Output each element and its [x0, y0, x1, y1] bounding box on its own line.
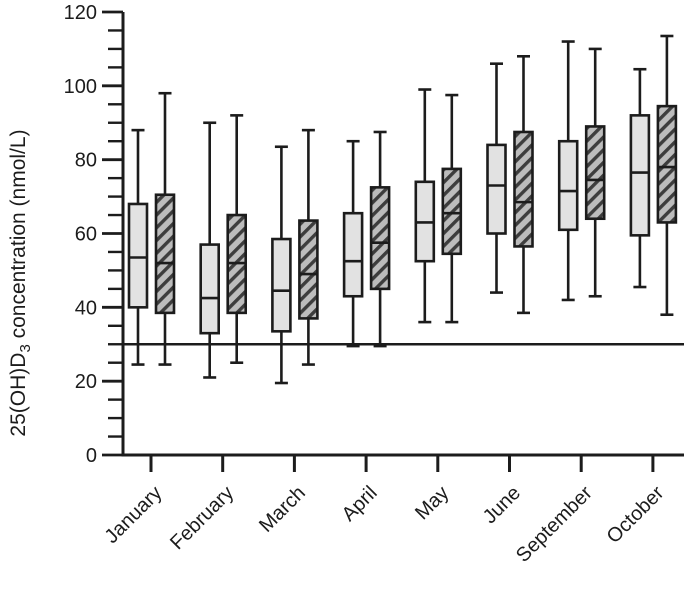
x-tick-label-october: October: [603, 482, 669, 548]
y-axis-title-prefix: 25(OH)D: [7, 353, 30, 437]
y-axis-title-subscript: 3: [17, 344, 34, 352]
iqr-box: [486, 143, 507, 235]
boxplot-february-hatched: [226, 114, 247, 365]
y-tick-label-40: 40: [75, 297, 97, 319]
boxplot-april-light: [342, 139, 364, 348]
y-axis-title: 25(OH)D3 concentration (nmol/L): [7, 129, 34, 436]
y-axis-title-suffix: concentration (nmol/L): [7, 129, 30, 344]
x-tick-label-march: March: [255, 482, 310, 537]
iqr-box: [557, 139, 579, 232]
boxplot-march-light: [271, 145, 292, 385]
x-tick-label-april: April: [338, 482, 382, 526]
boxplot-june-light: [486, 62, 507, 294]
plot-area: 0 20 40 60 80 100 120 January February March April…: [64, 2, 684, 567]
iqr-box: [298, 219, 319, 320]
iqr-box: [127, 202, 149, 309]
x-tick-label-may: May: [411, 482, 453, 524]
boxplot-april-hatched: [369, 130, 391, 348]
iqr-box: [513, 130, 534, 248]
x-tick-label-february: February: [166, 482, 238, 554]
y-tick-label-100: 100: [64, 76, 97, 98]
x-tick-label-january: January: [101, 482, 167, 548]
boxplot-february-light: [199, 121, 220, 379]
iqr-box: [199, 243, 220, 335]
iqr-box: [369, 186, 391, 291]
x-tick-label-june: June: [479, 482, 525, 528]
boxplot-october-hatched: [656, 34, 678, 317]
y-tick-label-0: 0: [86, 445, 97, 467]
iqr-box: [441, 167, 463, 256]
boxplot-january-light: [127, 128, 149, 366]
iqr-box: [271, 237, 292, 333]
boxplot-june-hatched: [513, 54, 534, 315]
iqr-box: [154, 193, 176, 315]
iqr-box: [584, 125, 606, 221]
boxplot-may-hatched: [441, 93, 463, 324]
y-tick-label-120: 120: [64, 2, 97, 24]
x-tick-label-september: September: [512, 482, 597, 567]
iqr-box: [656, 104, 678, 224]
y-tick-label-60: 60: [75, 224, 97, 246]
boxplot-september-light: [557, 40, 579, 302]
boxplot-october-light: [629, 67, 651, 289]
y-tick-label-80: 80: [75, 150, 97, 172]
boxplot-may-light: [414, 88, 436, 324]
boxplot-september-hatched: [584, 47, 606, 298]
boxplot-march-hatched: [298, 128, 319, 366]
iqr-box: [342, 211, 364, 298]
y-tick-label-20: 20: [75, 371, 97, 393]
iqr-box: [629, 114, 651, 237]
boxplot-january-hatched: [154, 91, 176, 366]
